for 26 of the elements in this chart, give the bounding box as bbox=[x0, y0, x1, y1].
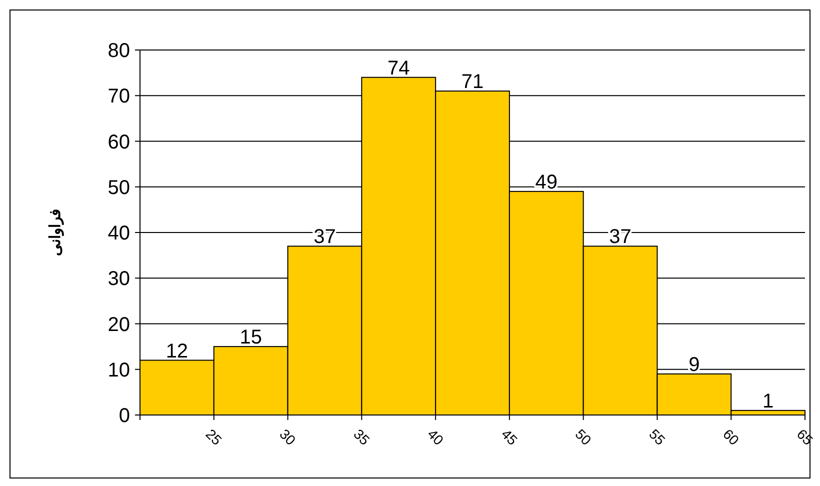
x-tick-label: 55 bbox=[646, 426, 669, 448]
x-tick-label: 45 bbox=[498, 426, 521, 448]
data-label: 71 bbox=[461, 71, 484, 94]
x-tick-label: 60 bbox=[720, 426, 742, 448]
x-tick-label: 50 bbox=[572, 426, 595, 448]
y-tick-label: 0 bbox=[118, 405, 130, 427]
y-tick-label: 10 bbox=[108, 359, 130, 382]
data-label: 37 bbox=[314, 226, 336, 248]
y-tick-label: 20 bbox=[108, 314, 130, 336]
x-tick-label: 65 bbox=[794, 426, 816, 448]
y-tick-label: 40 bbox=[108, 222, 130, 244]
y-tick-label: 80 bbox=[108, 40, 130, 62]
y-tick-label: 60 bbox=[108, 131, 130, 154]
y-axis-title: فراوانی bbox=[47, 209, 64, 256]
y-tick-label: 30 bbox=[108, 268, 130, 290]
data-label: 37 bbox=[609, 226, 632, 248]
x-tick-label: 35 bbox=[350, 426, 374, 448]
x-tick-label: 40 bbox=[424, 426, 447, 448]
data-label: 74 bbox=[387, 57, 410, 80]
x-tick-label: 25 bbox=[202, 426, 226, 448]
y-tick-label: 50 bbox=[108, 176, 130, 199]
y-tick-label: 70 bbox=[108, 86, 130, 108]
x-tick-label: 30 bbox=[276, 426, 300, 448]
data-label: 15 bbox=[240, 326, 262, 349]
data-label: 12 bbox=[166, 340, 188, 362]
data-label: 1 bbox=[762, 390, 774, 412]
